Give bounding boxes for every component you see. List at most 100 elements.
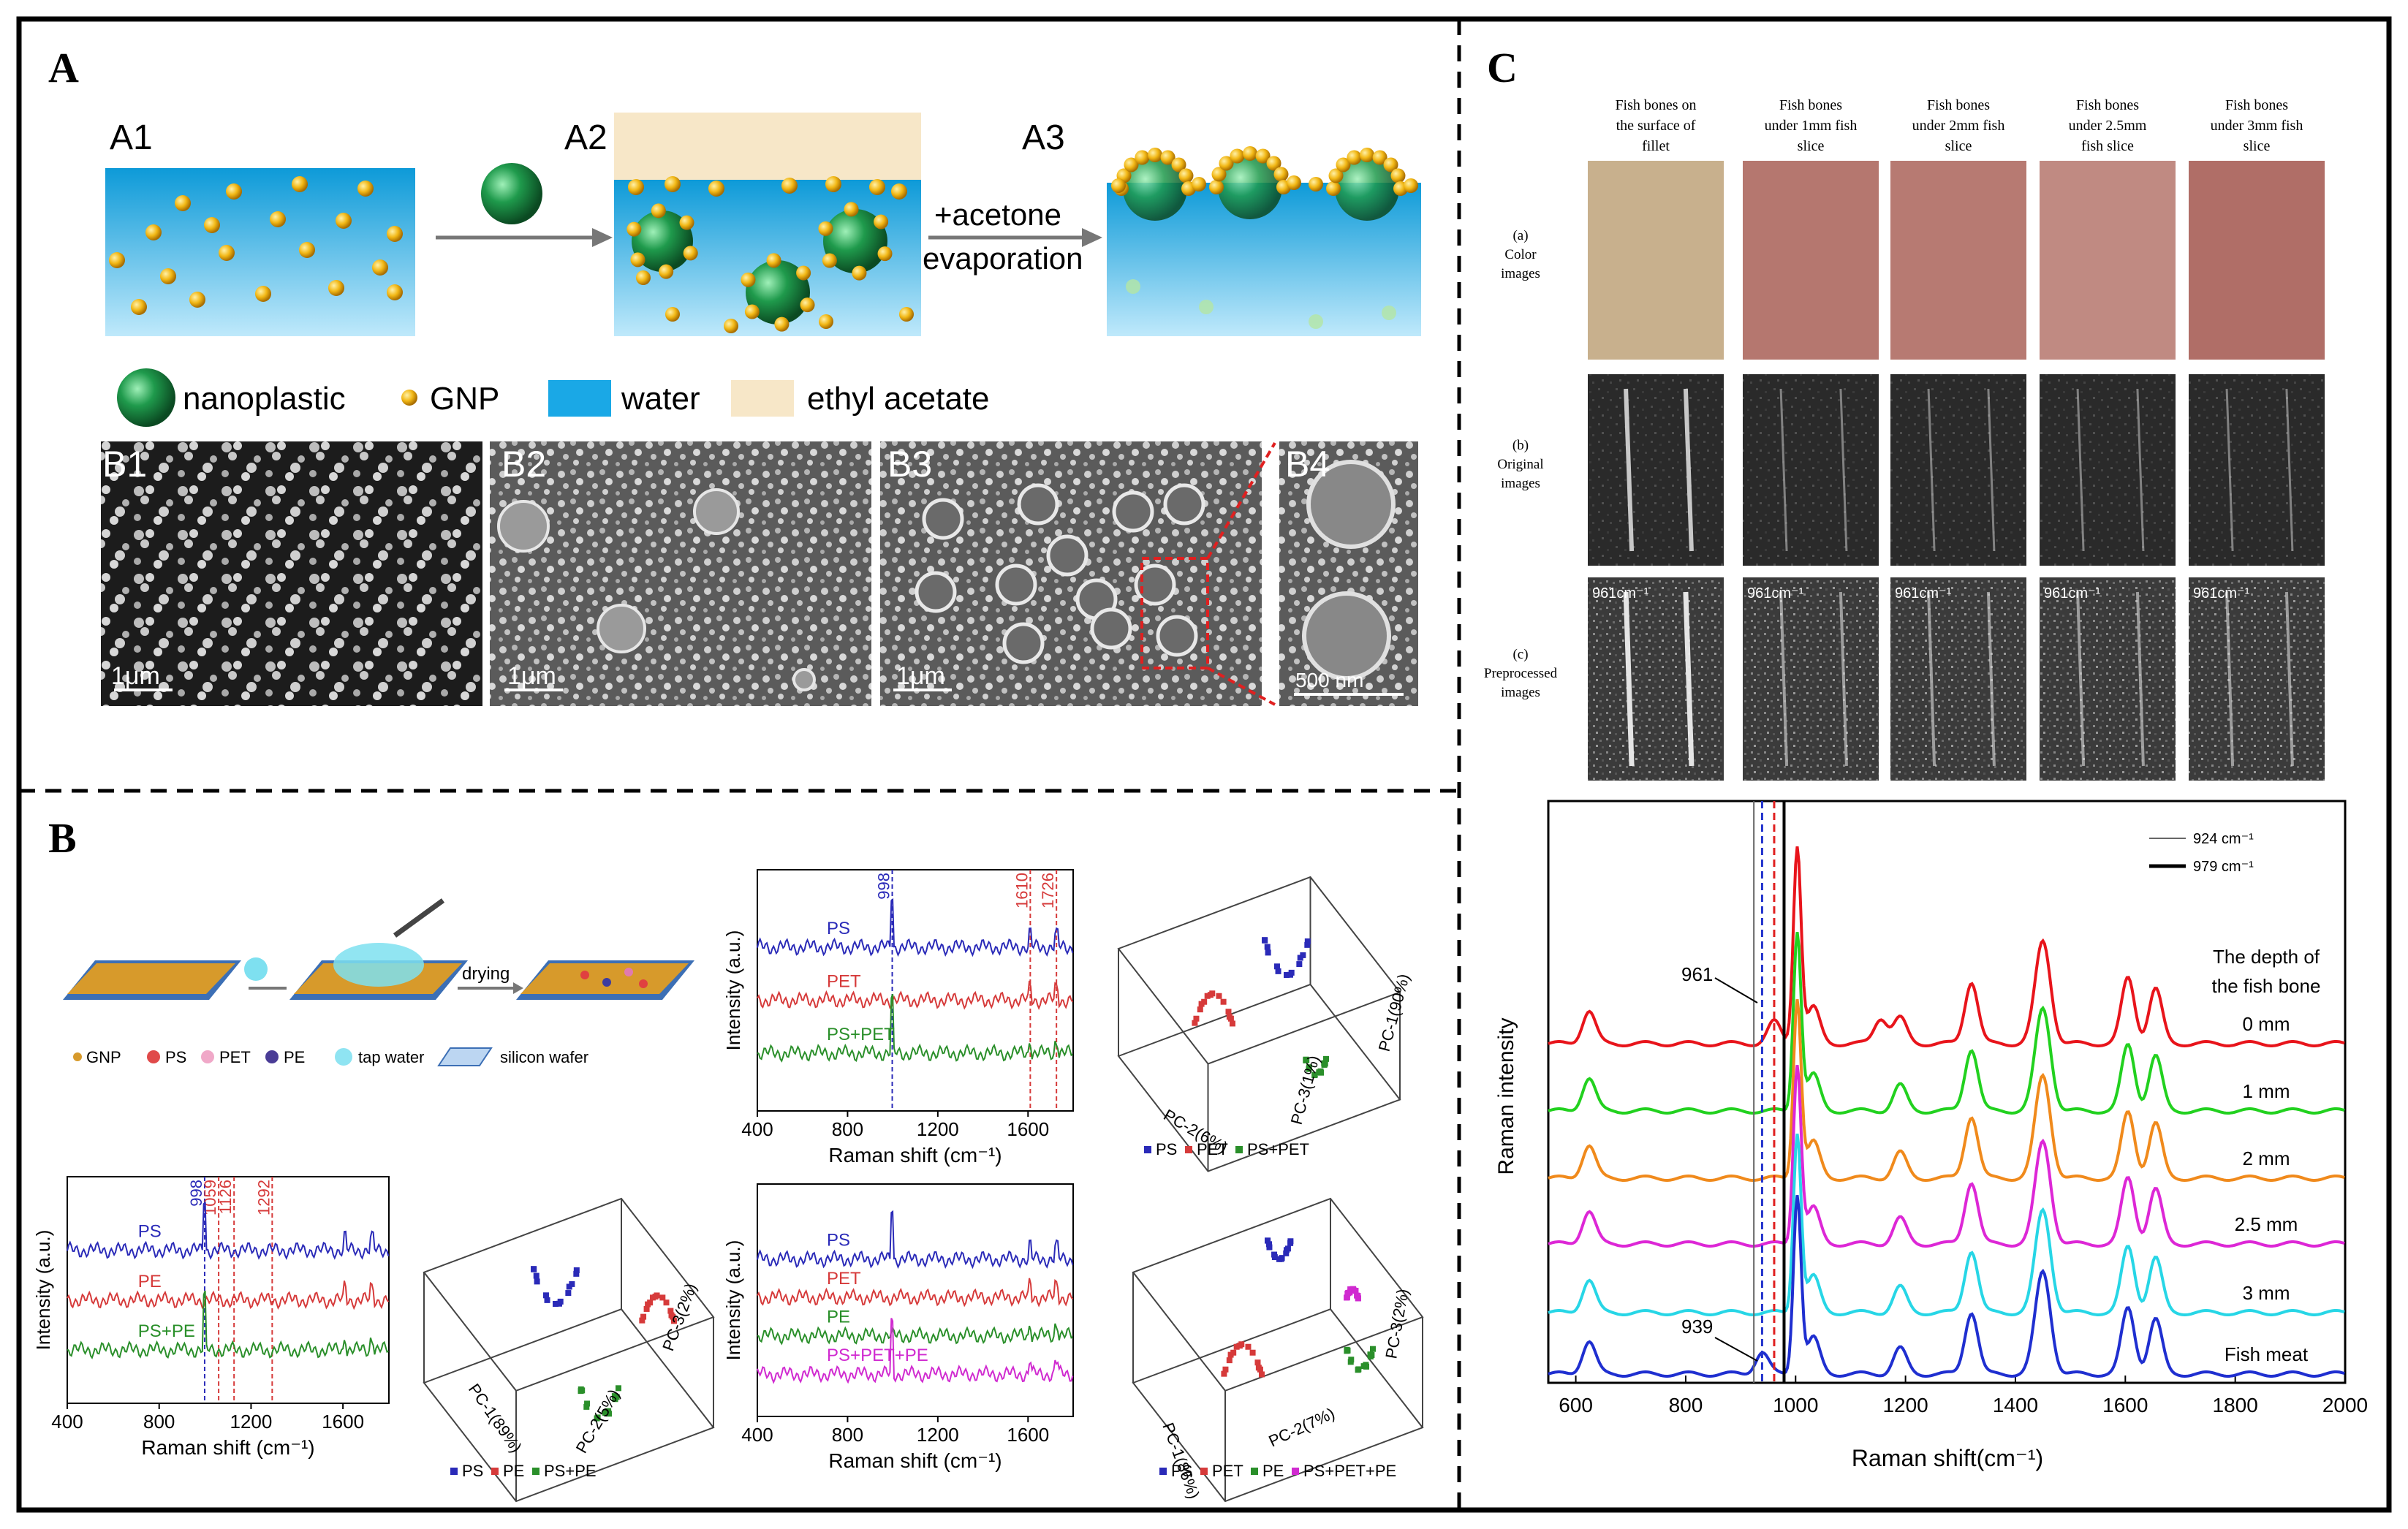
pca-legend-label: PS+PE [544,1462,597,1480]
sem-sphere [497,500,550,553]
b-legend-pet: PET [219,1048,251,1066]
pca-point [1287,1238,1294,1245]
bone-trace [2135,591,2145,767]
sem-sphere [1017,483,1059,526]
series-label: PS [827,1231,850,1251]
pca-point [1283,1250,1290,1256]
step-a2-label: A2 [564,118,607,157]
pca-point [1304,941,1311,948]
gnp-particle [219,245,235,261]
legend-nanoplastic-icon [117,368,175,427]
pca-legend-marker [1185,1146,1192,1153]
pca-point [1311,1072,1318,1079]
pca-point [1271,1251,1278,1258]
column-header: slice [1798,138,1825,154]
tick-label: 400 [741,1424,773,1446]
gnp-particle [1243,146,1257,161]
pca-point [1254,1359,1261,1366]
spectrum-line [67,1201,390,1261]
step-a1-label: A1 [110,118,153,157]
gnp-particle [708,181,724,197]
panel-b-letter: B [48,814,77,862]
legend-pet-dot [201,1050,214,1063]
row-label: (c) [1512,647,1528,662]
preprocessed-image [2040,577,2176,781]
a2-particles [626,176,914,333]
depth-title-1: The depth of [2213,946,2320,968]
spectrum-frame [757,1183,1074,1417]
sem-b2 [490,441,871,706]
raman-series-line [1548,1134,2345,1317]
preprocessed-image [1890,577,2026,781]
pca-point [565,1290,572,1297]
legend-tap-water-dot [335,1048,352,1066]
raman-series-line [1548,999,2345,1183]
gnp-particle [1199,300,1214,314]
gnp-particle [665,176,681,192]
gnp-particle [869,179,885,195]
spectrum-line [67,1290,389,1359]
legend-nanoplastic: nanoplastic [183,381,346,417]
gnp-particle [1328,168,1344,183]
pca-point [1349,1286,1355,1292]
pca-point [1283,1247,1290,1253]
dried-particle-4 [639,979,648,988]
legend-ps-dot [147,1050,160,1063]
b-legend-gnp: GNP [86,1048,121,1066]
peak-label: 1292 [254,1180,273,1215]
gnp-particle [877,246,893,262]
pca-point [1226,1357,1233,1364]
pca-point [594,1415,600,1422]
pca-point [1344,1346,1350,1353]
gnp-particle [1287,175,1301,190]
pca-point [1317,1068,1324,1074]
gnp-particle [781,178,798,194]
pca-point [1304,938,1311,944]
pca-axis-label: PC-1(90%) [1375,972,1413,1054]
spectrum-line [757,993,1073,1063]
scale-b3: 1μm [896,662,945,690]
bone-trace [1779,388,1788,552]
spectrum-line [757,1278,1074,1308]
bone-trace [1623,591,1635,767]
tick-label: 1600 [1007,1424,1049,1446]
gnp-particle [818,221,833,236]
pca-point [578,1386,584,1392]
pca-point [1265,1237,1271,1244]
tick-label: 1000 [1773,1394,1818,1416]
legend-924: 924 cm⁻¹ [2193,831,2254,847]
nanoplastic-particle [1218,155,1282,219]
pca-point [1225,1009,1232,1015]
color-image [1890,161,2026,360]
pca-axis-label: PC-3(2%) [1382,1287,1412,1359]
column-header: Fish bones [1927,97,1990,113]
peak-label: 1726 [1039,873,1057,908]
schematic-arrow-2-head [513,982,523,994]
bone-trace [1927,591,1936,767]
gnp-particle [1383,157,1398,172]
raman-series-line [1548,1065,2345,1248]
tick-label: 1600 [1007,1118,1049,1140]
original-image [2189,374,2325,566]
spectrum-line [757,1210,1074,1270]
bone-trace [2225,591,2235,767]
wafer-1-top [67,963,235,994]
pca-point [1221,1370,1227,1377]
legend-silicon-wafer-swatch [437,1047,493,1066]
tick-label: 1200 [917,1118,959,1140]
annotation-961: 961 [1681,963,1713,985]
bone-trace [2284,591,2294,767]
pca-ps-pet-plot: PC-2(6%)PC-3(1%)PC-1(90%)PS PET PS+PET [1117,876,1413,1172]
row-label: (b) [1512,438,1529,453]
color-image [2189,161,2325,360]
series-label: PS+PE [138,1321,195,1341]
pca-point [1220,998,1227,1005]
tick-label: 400 [741,1118,773,1140]
pca-point [566,1283,572,1290]
spectrum-xlabel: Raman shift (cm⁻¹) [828,1144,1002,1166]
nanoplastic-particle [746,260,810,325]
gnp-particle [741,272,756,287]
depth-label: 1 mm [2243,1080,2290,1102]
pca-point [1287,971,1293,978]
water-drop [333,943,424,987]
